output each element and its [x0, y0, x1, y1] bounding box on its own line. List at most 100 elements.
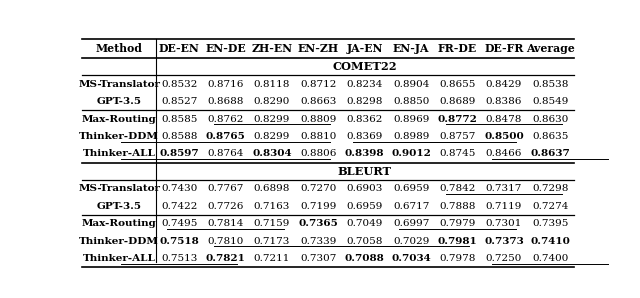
Text: EN-JA: EN-JA: [393, 43, 429, 54]
Text: 0.8466: 0.8466: [486, 149, 522, 159]
Text: 0.6903: 0.6903: [346, 184, 383, 193]
Text: 0.8745: 0.8745: [439, 149, 476, 159]
Text: DE-FR: DE-FR: [484, 43, 524, 54]
Text: 0.7317: 0.7317: [486, 184, 522, 193]
Text: 0.7173: 0.7173: [253, 237, 290, 246]
Text: 0.8764: 0.8764: [207, 149, 244, 159]
Text: 0.9012: 0.9012: [391, 149, 431, 159]
Text: Max-Routing: Max-Routing: [82, 114, 157, 124]
Text: 0.6959: 0.6959: [393, 184, 429, 193]
Text: 0.7270: 0.7270: [300, 184, 337, 193]
Text: 0.8500: 0.8500: [484, 132, 524, 141]
Text: 0.8688: 0.8688: [207, 97, 244, 106]
Text: 0.8118: 0.8118: [253, 80, 290, 89]
Text: 0.7250: 0.7250: [486, 254, 522, 263]
Text: 0.8549: 0.8549: [532, 97, 568, 106]
Text: 0.7034: 0.7034: [391, 254, 431, 263]
Text: Thinker-ALL: Thinker-ALL: [83, 254, 156, 263]
Text: Average: Average: [526, 43, 575, 54]
Text: 0.8369: 0.8369: [346, 132, 383, 141]
Text: 0.8635: 0.8635: [532, 132, 568, 141]
Text: GPT-3.5: GPT-3.5: [97, 97, 141, 106]
Text: 0.7400: 0.7400: [532, 254, 568, 263]
Text: 0.7049: 0.7049: [346, 219, 383, 228]
Text: 0.7365: 0.7365: [298, 219, 338, 228]
Text: 0.8585: 0.8585: [161, 114, 197, 124]
Text: Max-Routing: Max-Routing: [82, 219, 157, 228]
Text: 0.8398: 0.8398: [345, 149, 385, 159]
Text: 0.7821: 0.7821: [205, 254, 245, 263]
Text: 0.8290: 0.8290: [253, 97, 290, 106]
Text: 0.7888: 0.7888: [439, 202, 476, 211]
Text: 0.7339: 0.7339: [300, 237, 337, 246]
Text: 0.7430: 0.7430: [161, 184, 197, 193]
Text: 0.7422: 0.7422: [161, 202, 197, 211]
Text: 0.8304: 0.8304: [252, 149, 292, 159]
Text: Method: Method: [96, 43, 143, 54]
Text: 0.8637: 0.8637: [531, 149, 570, 159]
Text: 0.8689: 0.8689: [439, 97, 476, 106]
Text: 0.7518: 0.7518: [159, 237, 199, 246]
Text: 0.8532: 0.8532: [161, 80, 197, 89]
Text: 0.7373: 0.7373: [484, 237, 524, 246]
Text: 0.8429: 0.8429: [486, 80, 522, 89]
Text: 0.7298: 0.7298: [532, 184, 568, 193]
Text: 0.8234: 0.8234: [346, 80, 383, 89]
Text: 0.7199: 0.7199: [300, 202, 337, 211]
Text: 0.7163: 0.7163: [253, 202, 290, 211]
Text: 0.8809: 0.8809: [300, 114, 337, 124]
Text: 0.7978: 0.7978: [439, 254, 476, 263]
Text: 0.6898: 0.6898: [253, 184, 290, 193]
Text: 0.7119: 0.7119: [486, 202, 522, 211]
Text: 0.7981: 0.7981: [438, 237, 477, 246]
Text: Thinker-ALL: Thinker-ALL: [83, 149, 156, 159]
Text: 0.8850: 0.8850: [393, 97, 429, 106]
Text: 0.7159: 0.7159: [253, 219, 290, 228]
Text: 0.8772: 0.8772: [438, 114, 477, 124]
Text: 0.8588: 0.8588: [161, 132, 197, 141]
Text: 0.8969: 0.8969: [393, 114, 429, 124]
Text: 0.7810: 0.7810: [207, 237, 244, 246]
Text: 0.8299: 0.8299: [253, 132, 290, 141]
Text: 0.7301: 0.7301: [486, 219, 522, 228]
Text: Thinker-DDM: Thinker-DDM: [79, 132, 159, 141]
Text: 0.8762: 0.8762: [207, 114, 244, 124]
Text: 0.8989: 0.8989: [393, 132, 429, 141]
Text: 0.8655: 0.8655: [439, 80, 476, 89]
Text: 0.7495: 0.7495: [161, 219, 197, 228]
Text: 0.7814: 0.7814: [207, 219, 244, 228]
Text: BLEURT: BLEURT: [338, 166, 392, 177]
Text: 0.8386: 0.8386: [486, 97, 522, 106]
Text: 0.8362: 0.8362: [346, 114, 383, 124]
Text: 0.8810: 0.8810: [300, 132, 337, 141]
Text: Thinker-DDM: Thinker-DDM: [79, 237, 159, 246]
Text: 0.7274: 0.7274: [532, 202, 568, 211]
Text: 0.6997: 0.6997: [393, 219, 429, 228]
Text: 0.6717: 0.6717: [393, 202, 429, 211]
Text: 0.7767: 0.7767: [207, 184, 244, 193]
Text: JA-EN: JA-EN: [346, 43, 383, 54]
Text: FR-DE: FR-DE: [438, 43, 477, 54]
Text: EN-ZH: EN-ZH: [298, 43, 339, 54]
Text: 0.7058: 0.7058: [346, 237, 383, 246]
Text: 0.8663: 0.8663: [300, 97, 337, 106]
Text: 0.7842: 0.7842: [439, 184, 476, 193]
Text: GPT-3.5: GPT-3.5: [97, 202, 141, 211]
Text: 0.7410: 0.7410: [531, 237, 570, 246]
Text: 0.8806: 0.8806: [300, 149, 337, 159]
Text: 0.8765: 0.8765: [205, 132, 245, 141]
Text: 0.7979: 0.7979: [439, 219, 476, 228]
Text: EN-DE: EN-DE: [205, 43, 246, 54]
Text: 0.8597: 0.8597: [159, 149, 199, 159]
Text: 0.7211: 0.7211: [253, 254, 290, 263]
Text: 0.8904: 0.8904: [393, 80, 429, 89]
Text: MS-Translator: MS-Translator: [78, 80, 160, 89]
Text: 0.7307: 0.7307: [300, 254, 337, 263]
Text: 0.6959: 0.6959: [346, 202, 383, 211]
Text: 0.7029: 0.7029: [393, 237, 429, 246]
Text: 0.8298: 0.8298: [346, 97, 383, 106]
Text: 0.8299: 0.8299: [253, 114, 290, 124]
Text: COMET22: COMET22: [332, 61, 397, 72]
Text: ZH-EN: ZH-EN: [252, 43, 292, 54]
Text: 0.8478: 0.8478: [486, 114, 522, 124]
